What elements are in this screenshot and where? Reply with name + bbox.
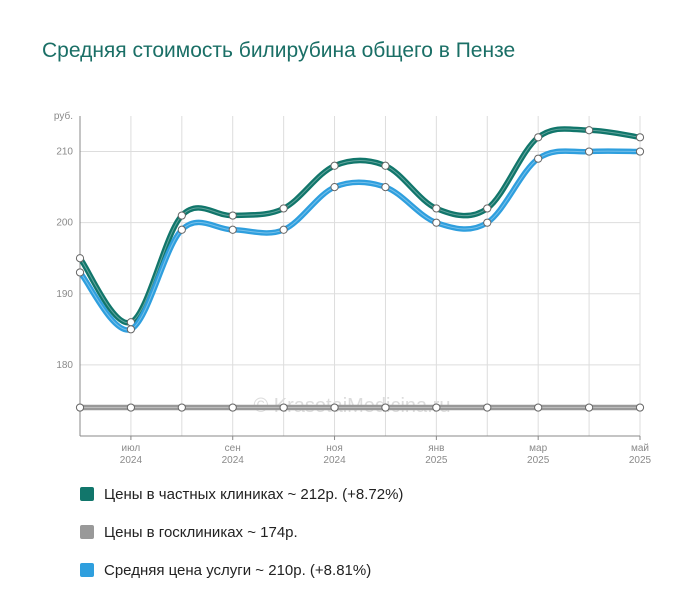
data-point xyxy=(635,403,645,412)
data-point xyxy=(126,325,136,334)
data-point xyxy=(279,204,288,213)
data-point xyxy=(330,403,339,412)
data-point xyxy=(432,204,441,213)
x-tick-year: 2025 xyxy=(425,455,448,466)
y-tick-label: 200 xyxy=(56,218,73,229)
y-tick-label: 190 xyxy=(56,289,73,300)
data-point xyxy=(432,403,441,412)
legend-label: Цены в частных клиниках ~ 212р. (+8.72%) xyxy=(104,485,404,503)
data-point xyxy=(584,147,594,156)
series-1 xyxy=(75,403,645,412)
x-tick-month: ноя xyxy=(326,443,343,454)
data-point xyxy=(126,403,136,412)
data-point xyxy=(177,211,186,220)
data-point xyxy=(75,254,85,263)
series-0 xyxy=(75,126,645,327)
data-point xyxy=(584,126,594,135)
data-point xyxy=(330,183,339,192)
data-point xyxy=(75,268,85,277)
data-point xyxy=(228,225,237,234)
legend-swatch xyxy=(80,563,94,577)
data-point xyxy=(177,403,186,412)
data-point xyxy=(483,204,492,213)
x-tick-month: янв xyxy=(428,443,444,454)
y-tick-label: 210 xyxy=(56,147,73,158)
x-tick-month: май xyxy=(631,443,649,454)
line-chart: 180190200210руб.июл2024сен2024ноя2024янв… xyxy=(54,110,652,466)
axes: 180190200210руб.июл2024сен2024ноя2024янв… xyxy=(54,110,652,466)
data-point xyxy=(177,225,186,234)
x-tick-year: 2025 xyxy=(629,455,652,466)
legend-swatch xyxy=(80,525,94,539)
series-line-highlight-2 xyxy=(79,150,641,331)
data-point xyxy=(381,183,390,192)
data-point xyxy=(279,403,288,412)
legend-swatch xyxy=(80,487,94,501)
data-point xyxy=(483,403,492,412)
data-point xyxy=(635,147,645,156)
series-layer xyxy=(75,126,645,412)
data-point xyxy=(330,161,339,170)
data-point xyxy=(584,403,594,412)
x-tick-month: мар xyxy=(529,443,547,454)
data-point xyxy=(279,225,288,234)
data-point xyxy=(381,161,390,170)
data-point xyxy=(483,218,492,227)
data-point xyxy=(534,133,543,142)
y-unit-label: руб. xyxy=(54,110,73,122)
x-tick-month: сен xyxy=(225,443,241,454)
legend-label: Средняя цена услуги ~ 210р. (+8.81%) xyxy=(104,561,372,579)
y-tick-label: 180 xyxy=(56,360,73,371)
data-point xyxy=(635,133,645,142)
x-tick-year: 2024 xyxy=(222,455,245,466)
x-tick-year: 2025 xyxy=(527,455,550,466)
legend: Цены в частных клиниках ~ 212р. (+8.72%)… xyxy=(80,484,403,598)
x-tick-year: 2024 xyxy=(323,455,346,466)
x-tick-year: 2024 xyxy=(120,455,143,466)
chart-title: Средняя стоимость билирубина общего в Пе… xyxy=(42,39,516,62)
series-2 xyxy=(75,147,645,334)
series-line-2 xyxy=(77,148,643,333)
data-point xyxy=(534,403,543,412)
data-point xyxy=(381,403,390,412)
data-point xyxy=(534,154,543,163)
legend-label: Цены в госклиниках ~ 174р. xyxy=(104,523,298,541)
data-point xyxy=(75,403,85,412)
data-point xyxy=(228,211,237,220)
legend-item-1: Цены в госклиниках ~ 174р. xyxy=(80,522,403,542)
data-point xyxy=(432,218,441,227)
x-tick-month: июл xyxy=(122,443,141,454)
legend-item-2: Средняя цена услуги ~ 210р. (+8.81%) xyxy=(80,560,403,580)
data-point xyxy=(228,403,237,412)
grid xyxy=(80,116,641,436)
legend-item-0: Цены в частных клиниках ~ 212р. (+8.72%) xyxy=(80,484,403,504)
